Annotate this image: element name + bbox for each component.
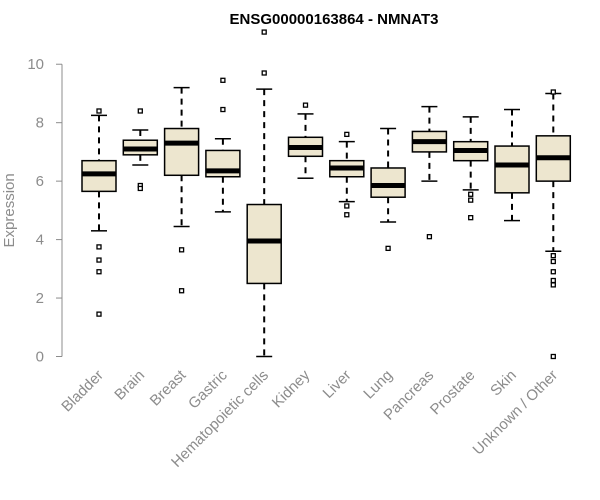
x-tick-label: Breast (147, 366, 190, 409)
box-8 (411, 105, 448, 240)
box-2 (163, 86, 200, 294)
outlier-point (550, 89, 556, 95)
box-rect (494, 145, 530, 194)
box-rect (163, 127, 200, 177)
outlier-point (550, 269, 556, 275)
box-11 (535, 89, 572, 360)
outlier-point (550, 253, 556, 259)
box-9 (452, 116, 489, 221)
outlier-point (96, 257, 102, 263)
y-tick-label: 0 (36, 349, 44, 366)
outlier-point (550, 282, 556, 288)
outlier-point (468, 191, 474, 197)
outlier-point (344, 212, 350, 218)
outlier-point (137, 108, 143, 114)
outlier-point (220, 77, 226, 83)
outlier-point (550, 353, 556, 360)
box-1 (122, 108, 159, 192)
y-tick-label: 8 (36, 115, 44, 132)
y-tick-label: 6 (36, 173, 44, 190)
outlier-point (261, 29, 267, 35)
y-axis: 0 2 4 6 8 10 (27, 56, 63, 366)
outlier-point (96, 108, 102, 114)
box-4 (246, 29, 282, 358)
box-6 (329, 131, 365, 218)
x-tick-label: Skin (487, 367, 520, 400)
outlier-point (385, 245, 391, 252)
box-7 (370, 127, 406, 252)
outlier-point (261, 70, 267, 76)
y-tick-label: 2 (36, 290, 44, 307)
outlier-point (426, 234, 433, 240)
outlier-point (96, 269, 102, 275)
chart-title: ENSG00000163864 - NMNAT3 (230, 11, 439, 28)
boxes-group (81, 29, 572, 360)
outlier-point (344, 131, 350, 138)
box-3 (205, 77, 241, 213)
outlier-point (302, 102, 309, 108)
outlier-point (178, 247, 185, 253)
outlier-point (178, 288, 185, 294)
box-5 (287, 102, 324, 179)
box-rect (246, 203, 282, 285)
outlier-point (550, 277, 556, 284)
outlier-point (468, 215, 474, 221)
box-10 (494, 108, 530, 222)
y-axis-label: Expression (1, 173, 18, 247)
outlier-point (468, 197, 474, 203)
box-rect (370, 167, 406, 198)
outlier-point (550, 258, 556, 265)
y-tick-label: 4 (36, 232, 44, 249)
x-tick-label: Prostate (427, 367, 479, 419)
outlier-point (96, 244, 102, 250)
box-0 (81, 108, 117, 317)
outlier-point (137, 185, 143, 192)
y-tick-label: 10 (27, 56, 44, 73)
x-tick-label: Kidney (269, 366, 314, 411)
x-tick-label: Brain (111, 367, 148, 404)
outlier-point (344, 203, 350, 209)
x-tick-label: Lung (360, 367, 396, 403)
outlier-point (96, 311, 102, 317)
outlier-point (220, 106, 226, 113)
x-tick-label: Bladder (58, 367, 107, 416)
x-tick-label: Liver (320, 367, 355, 402)
